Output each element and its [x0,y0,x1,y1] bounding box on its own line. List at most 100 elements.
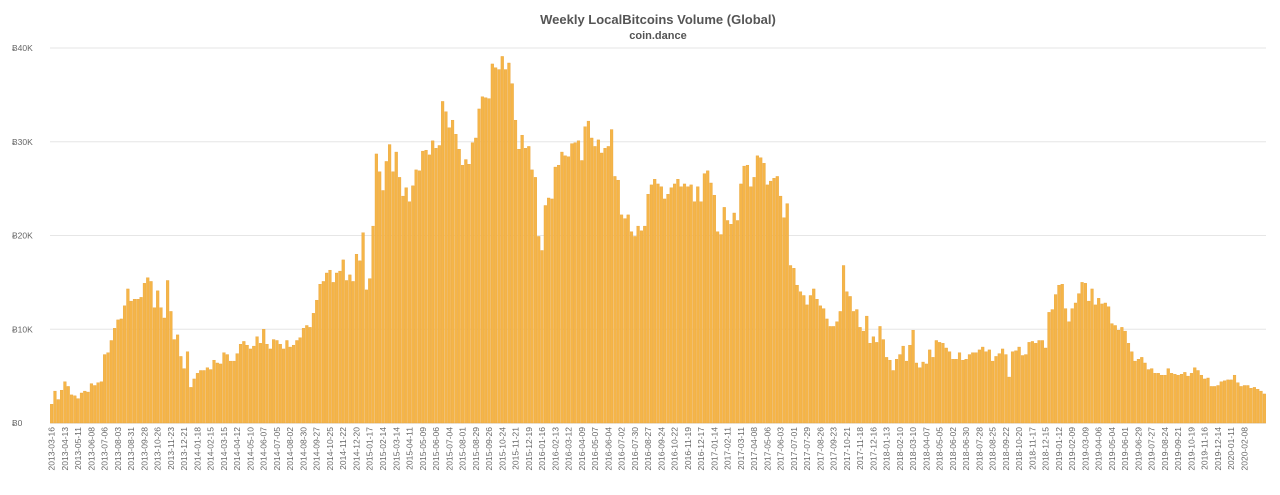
bar [702,173,706,424]
bar [994,356,998,424]
bar [513,119,518,424]
bar [1176,374,1180,424]
x-tick-label: 2014-08-02 [285,427,295,471]
bar [199,370,203,424]
bar [613,176,617,424]
bar [527,146,531,424]
bar [938,342,942,424]
bar [126,288,130,424]
x-tick-label: 2017-02-11 [723,427,733,470]
bar [769,180,773,424]
x-tick-label: 2017-01-14 [709,427,719,471]
bar [122,305,127,424]
bar [719,234,723,424]
x-tick-label: 2013-10-26 [153,427,163,471]
bar [109,340,113,424]
bar [606,146,610,424]
bar [593,146,597,424]
bar [1262,393,1266,424]
bar [596,139,600,424]
x-tick-label: 2015-03-14 [391,427,401,471]
bar [315,299,319,424]
bar [1179,374,1184,424]
bar [401,195,405,424]
bar [676,179,680,424]
bar [971,352,975,424]
x-tick-label: 2017-07-29 [802,427,812,471]
bar [735,220,740,424]
bar [868,343,872,424]
bar [328,269,332,424]
bar [407,201,412,424]
bar [427,154,431,424]
bar [354,254,359,424]
bar [755,155,759,424]
bar [1027,342,1031,424]
bar [838,311,842,424]
bar [610,129,614,424]
bar [480,96,484,424]
x-tick-label: 2016-04-09 [577,427,587,471]
y-tick-label: Ƀ0 [12,418,23,428]
bar [603,148,607,424]
x-tick-label: 2013-12-21 [179,427,189,471]
bar [636,225,640,424]
bar [156,290,160,424]
bar [265,344,269,424]
x-tick-label: 2015-11-21 [511,427,521,470]
x-tick-label: 2016-11-19 [683,427,693,470]
bar [772,178,776,424]
bar [1216,385,1220,424]
bar [86,391,90,424]
bar [832,326,836,424]
x-tick-label: 2014-05-10 [245,427,255,471]
bar [590,137,594,424]
bar [1007,376,1011,424]
bar [378,171,382,424]
bar [282,348,286,424]
bar [189,387,193,424]
bar [106,352,110,424]
bar [1113,325,1117,424]
bar [739,183,743,424]
bar [530,169,534,424]
bar [76,398,80,424]
bar [136,299,140,424]
bar [1077,293,1081,424]
bar [1173,374,1177,424]
x-tick-label: 2019-11-16 [1200,427,1210,470]
bar [1004,354,1008,424]
bar [69,394,74,424]
x-tick-label: 2014-01-18 [192,427,202,471]
bar [981,346,985,424]
bar [696,186,700,424]
bar [550,198,554,424]
bar [547,197,551,424]
bar [142,283,146,424]
bar [1199,374,1203,424]
x-axis: 2013-03-16 2013-04-13 2013-05-11 2013-06-08… [47,427,1250,471]
x-tick-label: 2018-03-10 [908,427,918,471]
x-tick-label: 2014-02-15 [206,427,216,471]
bar [848,296,852,424]
bar [1186,375,1190,424]
bar [215,362,219,424]
x-tick-label: 2017-06-03 [776,427,786,471]
bar [732,212,736,424]
x-tick-label: 2015-08-01 [458,427,468,471]
bar [928,349,932,424]
x-tick-label: 2019-04-06 [1094,427,1104,471]
x-tick-label: 2015-12-19 [524,427,534,471]
bar [1133,360,1137,424]
bar [139,297,143,424]
bar [79,392,84,424]
bar [656,183,660,424]
bar [775,176,779,424]
bar [510,83,514,424]
bar [1219,381,1223,424]
bar [60,389,64,424]
bar [795,284,799,424]
x-tick-label: 2015-02-14 [378,427,388,471]
bar [1236,382,1240,424]
